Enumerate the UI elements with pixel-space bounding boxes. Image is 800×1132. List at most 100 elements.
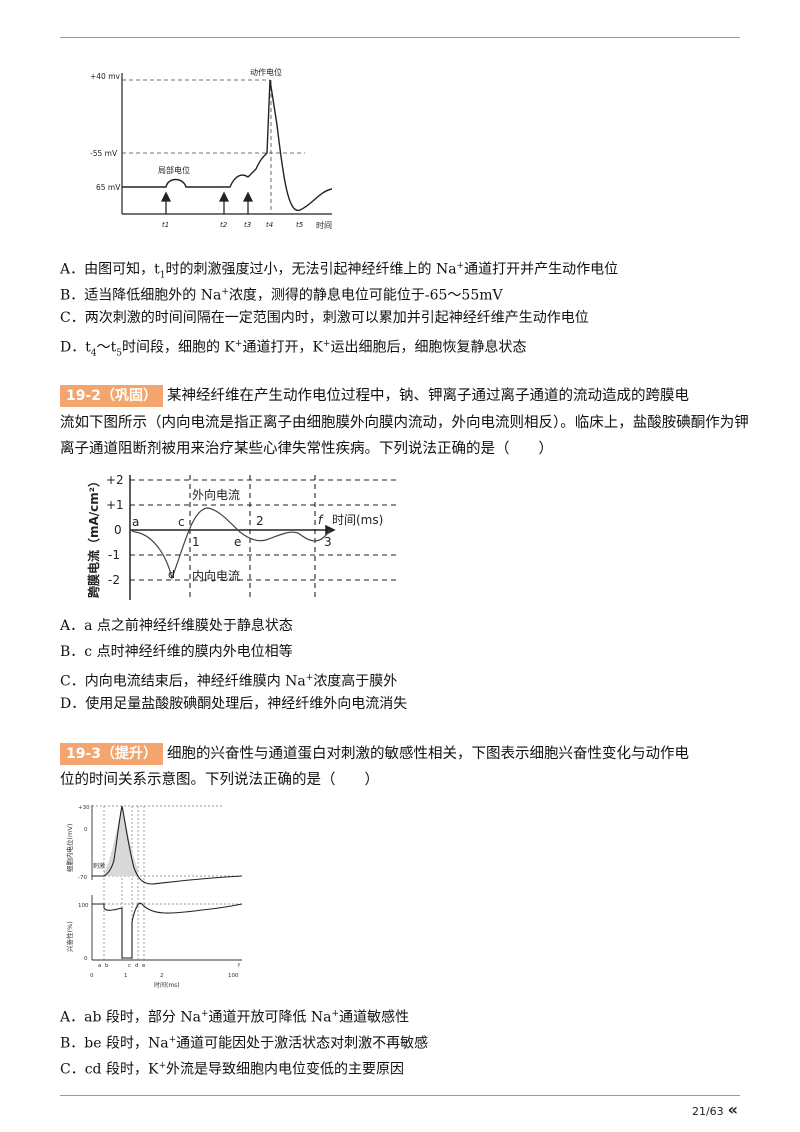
figure-membrane-current: 跨膜电流（mA/cm²） +2 +1 0 -1 -2 a c d e f 1 2…	[86, 473, 400, 600]
fig2-tick-plus1: +1	[106, 498, 124, 512]
option-text: 运出细胞后，细胞恢复静息状态	[330, 339, 527, 356]
fig1-y-label-40: +40 mv	[90, 72, 121, 81]
fig3-tick-zero-bottom: 0	[84, 956, 88, 962]
q2-stem-line3: 离子通道阻断剂被用来治疗某些心律失常性疾病。下列说法正确的是（ ）	[60, 441, 553, 457]
fig3-point-a: a	[98, 963, 101, 969]
fig2-inward-label: 内向电流	[192, 568, 240, 583]
fig2-x-tick-1: 1	[192, 535, 200, 549]
superscript: +	[305, 673, 314, 683]
q1-option-b: B．适当降低细胞外的 Na+浓度，测得的静息电位可能位于-65～55mV	[60, 282, 503, 306]
fig3-point-f: f	[238, 963, 241, 969]
q2-option-a: A．a 点之前神经纤维膜处于静息状态	[60, 616, 293, 636]
subscript: 1	[159, 270, 166, 281]
q3-stem-text: 细胞的兴奋性与通道蛋白对刺激的敏感性相关，下图表示细胞兴奋性变化与动作电	[167, 746, 690, 762]
option-text: be 段时，Na	[84, 1035, 169, 1052]
subscript: 5	[116, 348, 122, 359]
fig3-x-axis-label: 时间(ms)	[154, 981, 180, 989]
fig2-current-curve	[129, 507, 331, 581]
option-text: 通道打开，K	[242, 339, 323, 356]
option-text: 适当降低细胞外的 Na	[84, 287, 222, 304]
option-text: 时间段，细胞的 K	[121, 339, 235, 356]
q2-stem-text: 某神经纤维在产生动作电位过程中，钠、钾离子通过离子通道的流动造成的跨膜电	[167, 388, 690, 404]
option-text: 由图可知，t	[84, 261, 160, 278]
fig3-axes	[91, 805, 242, 961]
fig3-dotted-guides	[92, 805, 242, 960]
fig3-point-b: b	[105, 963, 109, 969]
option-text: a 点之前神经纤维膜处于静息状态	[84, 618, 293, 634]
fig3-top-y-label: 细胞内电位(mV)	[65, 824, 74, 872]
option-text: cd 段时，K	[84, 1061, 159, 1078]
fig2-tick-minus1: -1	[108, 548, 120, 562]
q3-stem-line1: 19-3（提升） 细胞的兴奋性与通道蛋白对刺激的敏感性相关，下图表示细胞兴奋性变化…	[60, 743, 689, 765]
fig1-membrane-curve	[122, 79, 333, 211]
header-rule	[60, 37, 740, 38]
q1-option-c: C．两次刺激的时间间隔在一定范围内时，刺激可以累加并引起神经纤维产生动作电位	[60, 308, 589, 328]
option-letter: D．	[60, 339, 86, 356]
option-text: 通道可能因处于激活状态对刺激不再敏感	[176, 1035, 429, 1052]
option-text: 通道敏感性	[339, 1009, 410, 1026]
option-text: c 点时神经纤维的膜内外电位相等	[84, 644, 293, 660]
option-letter: B．	[60, 287, 85, 304]
superscript: +	[158, 1061, 166, 1071]
fig3-tick-minus70: -70	[78, 875, 87, 881]
option-text: 内向电流结束后，神经纤维膜内 Na	[84, 673, 306, 690]
double-chevron-left-icon[interactable]: «	[727, 1100, 738, 1119]
fig3-potential-curve	[92, 805, 243, 885]
fig1-stimulus-arrows	[160, 191, 254, 214]
fig3-point-e: e	[142, 963, 146, 969]
fig1-annotation-local-potential: 局部电位	[158, 165, 190, 175]
fig2-outward-label: 外向电流	[192, 487, 240, 502]
fig1-axes	[121, 73, 332, 215]
fig3-stimulus-label: 刺激	[93, 862, 105, 870]
fig1-tick-t4: t4	[266, 221, 273, 229]
option-text: ～t	[96, 339, 117, 356]
q3-option-c: C．cd 段时，K+外流是导致细胞内电位变低的主要原因	[60, 1056, 404, 1080]
fig1-tick-t5: t5	[296, 221, 304, 229]
q1-option-a: A．由图可知，t1时的刺激强度过小，无法引起神经纤维上的 Na+通道打开并产生动…	[60, 256, 618, 285]
option-letter: D．	[60, 696, 86, 712]
fig1-tick-t3: t3	[244, 221, 251, 229]
superscript: +	[456, 261, 465, 271]
fig2-tick-plus2: +2	[106, 473, 124, 487]
footer-rule	[60, 1095, 740, 1096]
figure-action-potential: +40 mv -55 mV 65 mV 动作电位 局部电位 t1 t2 t3 t…	[90, 67, 333, 230]
option-text: 两次刺激的时间间隔在一定范围内时，刺激可以累加并引起神经纤维产生动作电位	[84, 310, 589, 326]
fig3-x-tick-100: 100	[228, 973, 239, 979]
option-letter: B．	[60, 1035, 85, 1052]
fig3-bottom-y-label: 兴奋性(%)	[65, 921, 74, 952]
option-letter: C．	[60, 673, 85, 690]
option-letter: C．	[60, 310, 85, 326]
superscript: +	[221, 287, 229, 297]
fig3-tick-100: 100	[78, 903, 89, 909]
fig1-tick-t1: t1	[162, 221, 169, 229]
q3-stem-line2: 位的时间关系示意图。下列说法正确的是（ ）	[60, 772, 379, 788]
option-letter: A．	[60, 261, 85, 278]
superscript: +	[168, 1035, 177, 1045]
fig2-tick-zero: 0	[114, 523, 122, 537]
q2-option-b: B．c 点时神经纤维的膜内外电位相等	[60, 642, 293, 662]
fig3-shaded-region	[104, 806, 138, 876]
figure-excitability: 细胞内电位(mV) 兴奋性(%) +30 0 -70 刺激 100 0 a b …	[65, 805, 243, 989]
fig1-annotation-action-potential: 动作电位	[250, 67, 282, 77]
q3-option-a: A．ab 段时，部分 Na+通道开放可降低 Na+通道敏感性	[60, 1004, 409, 1028]
superscript: +	[331, 1009, 340, 1019]
fig2-point-f: f	[318, 513, 324, 527]
option-text: 浓度，测得的静息电位可能位于-65～55mV	[228, 287, 503, 304]
fig2-x-tick-2: 2	[256, 514, 264, 528]
q2-stem-line2: 流如下图所示（内向电流是指正离子由细胞膜外向膜内流动，外向电流则相反）。临床上，…	[60, 415, 749, 431]
q2-stem-line1: 19-2（巩固） 某神经纤维在产生动作电位过程中，钠、钾离子通过离子通道的流动造成…	[60, 385, 689, 407]
option-letter: A．	[60, 618, 85, 634]
option-text: 通道开放可降低 Na	[208, 1009, 332, 1026]
fig1-y-label-65: 65 mV	[96, 183, 121, 192]
q3-tag-badge: 19-3（提升）	[60, 743, 164, 765]
subscript: 4	[90, 348, 97, 359]
fig3-point-c: c	[128, 963, 131, 969]
fig3-point-d: d	[135, 963, 139, 969]
q1-option-d: D．t4～t5时间段，细胞的 K+通道打开，K+运出细胞后，细胞恢复静息状态	[60, 334, 526, 363]
q3-option-b: B．be 段时，Na+通道可能因处于激活状态对刺激不再敏感	[60, 1030, 428, 1054]
fig2-y-axis-label: 跨膜电流（mA/cm²）	[86, 475, 101, 598]
fig1-tick-t2: t2	[220, 221, 228, 229]
page-footer: 21/63 «	[692, 1100, 738, 1119]
fig3-x-tick-2: 2	[160, 973, 164, 979]
fig3-tick-plus30: +30	[78, 805, 90, 811]
